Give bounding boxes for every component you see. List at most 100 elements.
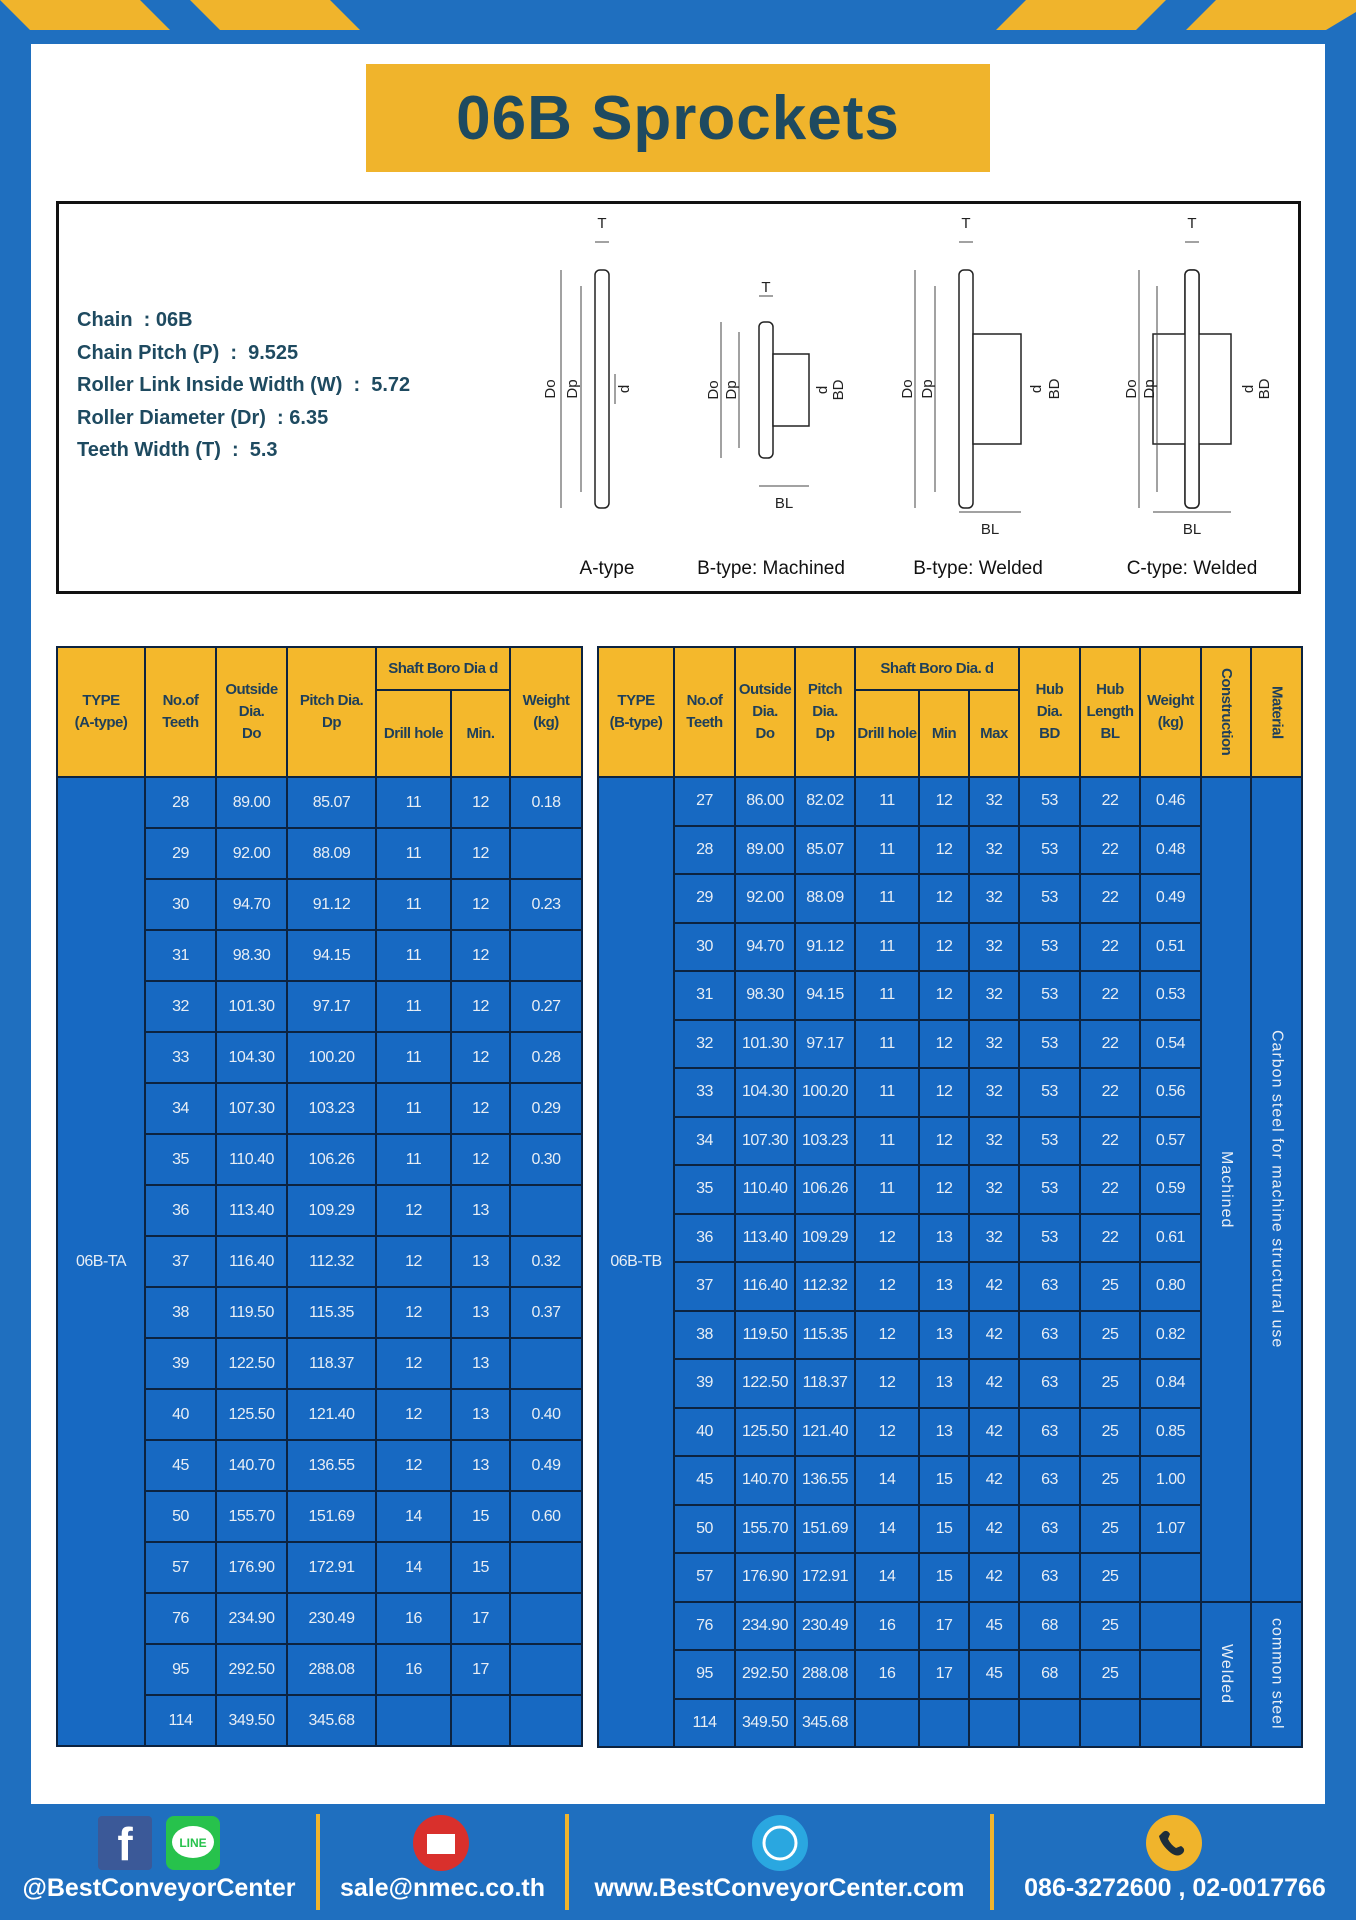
data-cell: 32 xyxy=(968,1115,1020,1166)
data-cell: 12 xyxy=(918,970,970,1021)
header-text: TYPE xyxy=(617,692,655,709)
table-a: TYPE (A-type) No.of Teeth Outside Dia. Do Pitch… xyxy=(56,646,584,1747)
data-cell: 94.70 xyxy=(734,921,796,972)
data-row: 36 113.40 109.29 12 13 32 53 22 0.61 xyxy=(598,1212,1302,1263)
data-cell: 345.68 xyxy=(794,1697,856,1748)
material-cell: Carbon steel for machine structural use xyxy=(1250,776,1303,1603)
data-cell: 63 xyxy=(1018,1358,1081,1409)
header-cell: TYPE (B-type) xyxy=(597,646,675,778)
facebook-icon xyxy=(98,1816,152,1870)
data-cell: 15 xyxy=(918,1455,970,1506)
data-row: 35 110.40 106.26 11 12 32 53 22 0.59 xyxy=(598,1164,1302,1215)
data-cell: 11 xyxy=(854,1115,920,1166)
data-cell: 11 xyxy=(375,929,452,982)
data-cell: 234.90 xyxy=(215,1592,288,1645)
data-cell: 349.50 xyxy=(734,1697,796,1748)
data-cell: 11 xyxy=(375,1031,452,1084)
data-cell: 13 xyxy=(449,1286,512,1339)
data-cell: 57 xyxy=(144,1541,217,1594)
header-text: TYPE xyxy=(82,692,120,709)
data-row: 57 176.90 172.91 14 15 xyxy=(57,1541,584,1594)
data-cell: 32 xyxy=(968,873,1020,924)
data-cell: 12 xyxy=(449,1082,512,1135)
data-cell: 110.40 xyxy=(215,1133,288,1186)
data-cell: 155.70 xyxy=(215,1490,288,1543)
header-text: Teeth xyxy=(686,714,723,731)
data-cell: 53 xyxy=(1018,1018,1081,1069)
data-cell: 33 xyxy=(673,1067,736,1118)
header-cell: Material xyxy=(1250,646,1303,778)
header-cell: TYPE (A-type) xyxy=(56,646,146,778)
empty-cell xyxy=(1139,1552,1202,1603)
data-row: 50 155.70 151.69 14 15 42 63 25 1.07 xyxy=(598,1503,1302,1554)
header-text: Weight xyxy=(1147,692,1194,709)
header-text: Outside xyxy=(738,681,792,698)
data-cell: 22 xyxy=(1079,1164,1141,1215)
data-row: 57 176.90 172.91 14 15 42 63 25 xyxy=(598,1552,1302,1603)
data-cell: 13 xyxy=(918,1309,970,1360)
data-cell: 1.07 xyxy=(1139,1503,1202,1554)
diagram-caption: C-type: Welded xyxy=(1127,558,1258,579)
globe xyxy=(762,1825,798,1861)
data-cell: 34 xyxy=(673,1115,736,1166)
top-stripes xyxy=(0,0,1356,30)
data-row: 30 94.70 91.12 11 12 0.23 xyxy=(57,878,584,931)
facebook-glyph: f xyxy=(117,1818,133,1870)
diagram-caption: B-type: Welded xyxy=(913,558,1043,579)
data-cell: 17 xyxy=(918,1649,970,1700)
header-text: (kg) xyxy=(533,714,559,731)
data-cell: 25 xyxy=(1079,1600,1141,1651)
data-cell: 17 xyxy=(449,1592,512,1645)
sub-header-row: Drill hole Min. xyxy=(57,689,582,778)
dimension-label: Do xyxy=(705,380,722,399)
data-cell: 122.50 xyxy=(734,1358,796,1409)
dimension-label: T xyxy=(761,279,770,296)
data-cell: 12 xyxy=(854,1358,920,1409)
data-cell: 38 xyxy=(144,1286,217,1339)
header-text: No.of xyxy=(686,692,723,709)
data-cell: 103.23 xyxy=(794,1115,856,1166)
data-cell: 0.85 xyxy=(1139,1406,1202,1457)
data-cell: 11 xyxy=(375,1133,452,1186)
data-cell: 118.37 xyxy=(794,1358,856,1409)
data-cell: 101.30 xyxy=(734,1018,796,1069)
data-cell: 32 xyxy=(144,980,217,1033)
data-cell: 136.55 xyxy=(286,1439,377,1492)
empty-cell xyxy=(509,1694,584,1747)
data-cell: 22 xyxy=(1079,1067,1141,1118)
data-cell: 22 xyxy=(1079,873,1141,924)
sub-header-cell: Drill hole xyxy=(854,689,920,778)
data-cell: 12 xyxy=(449,776,512,829)
diagram-caption: B-type: Machined xyxy=(697,558,845,579)
data-cell: 11 xyxy=(854,776,920,827)
data-cell: 12 xyxy=(375,1439,452,1492)
data-cell: 22 xyxy=(1079,1212,1141,1263)
data-cell: 42 xyxy=(968,1503,1020,1554)
construction-cell: Welded xyxy=(1200,1600,1252,1748)
data-row: 76 234.90 230.49 16 17 xyxy=(57,1592,584,1645)
data-cell: 34 xyxy=(144,1082,217,1135)
data-cell: 22 xyxy=(1079,1115,1141,1166)
plate xyxy=(1184,269,1200,509)
data-cell: 25 xyxy=(1079,1552,1141,1603)
header-row: TYPE (B-type) No.of Teeth Outside Dia. Do Pitch… xyxy=(597,646,1303,778)
data-cell: 12 xyxy=(375,1184,452,1237)
data-cell: 91.12 xyxy=(794,921,856,972)
data-cell: 94.15 xyxy=(286,929,377,982)
data-cell: 140.70 xyxy=(215,1439,288,1492)
data-cell: 292.50 xyxy=(734,1649,796,1700)
data-cell: 230.49 xyxy=(286,1592,377,1645)
data-cell: 12 xyxy=(449,827,512,880)
data-cell: 116.40 xyxy=(734,1261,796,1312)
data-cell: 140.70 xyxy=(734,1455,796,1506)
spec-table: TYPE (B-type) No.of Teeth Outside Dia. Do Pitch… xyxy=(597,646,1303,1748)
data-cell: 0.46 xyxy=(1139,776,1202,827)
data-cell: 30 xyxy=(673,921,736,972)
data-cell: 11 xyxy=(854,873,920,924)
data-cell: 25 xyxy=(1079,1358,1141,1409)
stripe xyxy=(190,0,360,30)
data-cell: 98.30 xyxy=(734,970,796,1021)
data-cell: 11 xyxy=(854,1018,920,1069)
data-row: 28 89.00 85.07 11 12 32 53 22 0.48 xyxy=(598,824,1302,875)
footer-email: sale@nmec.co.th xyxy=(339,1874,545,1902)
